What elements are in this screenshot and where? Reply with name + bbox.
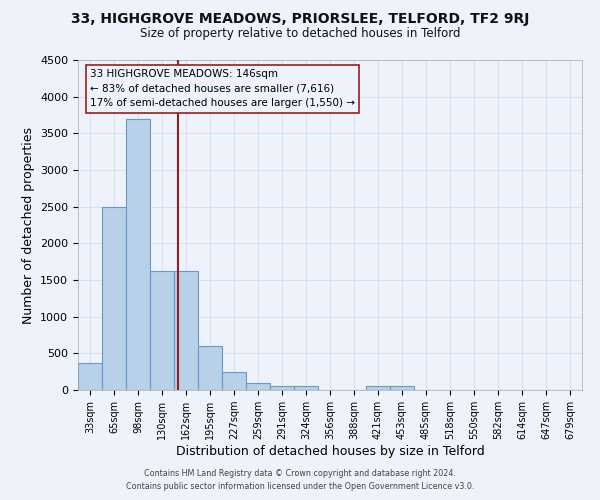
- Bar: [150, 271, 174, 390]
- Text: 33, HIGHGROVE MEADOWS, PRIORSLEE, TELFORD, TF2 9RJ: 33, HIGHGROVE MEADOWS, PRIORSLEE, TELFOR…: [71, 12, 529, 26]
- Text: 33 HIGHGROVE MEADOWS: 146sqm
← 83% of detached houses are smaller (7,616)
17% of: 33 HIGHGROVE MEADOWS: 146sqm ← 83% of de…: [90, 69, 355, 108]
- Bar: [174, 271, 198, 390]
- Bar: [78, 362, 102, 390]
- Y-axis label: Number of detached properties: Number of detached properties: [22, 126, 35, 324]
- Bar: [270, 386, 294, 390]
- X-axis label: Distribution of detached houses by size in Telford: Distribution of detached houses by size …: [176, 445, 484, 458]
- Bar: [246, 382, 270, 390]
- Bar: [294, 386, 318, 390]
- Bar: [222, 372, 246, 390]
- Bar: [102, 206, 126, 390]
- Bar: [126, 118, 150, 390]
- Text: Size of property relative to detached houses in Telford: Size of property relative to detached ho…: [140, 28, 460, 40]
- Bar: [198, 346, 222, 390]
- Bar: [390, 386, 414, 390]
- Text: Contains HM Land Registry data © Crown copyright and database right 2024.
Contai: Contains HM Land Registry data © Crown c…: [126, 470, 474, 491]
- Bar: [366, 386, 390, 390]
